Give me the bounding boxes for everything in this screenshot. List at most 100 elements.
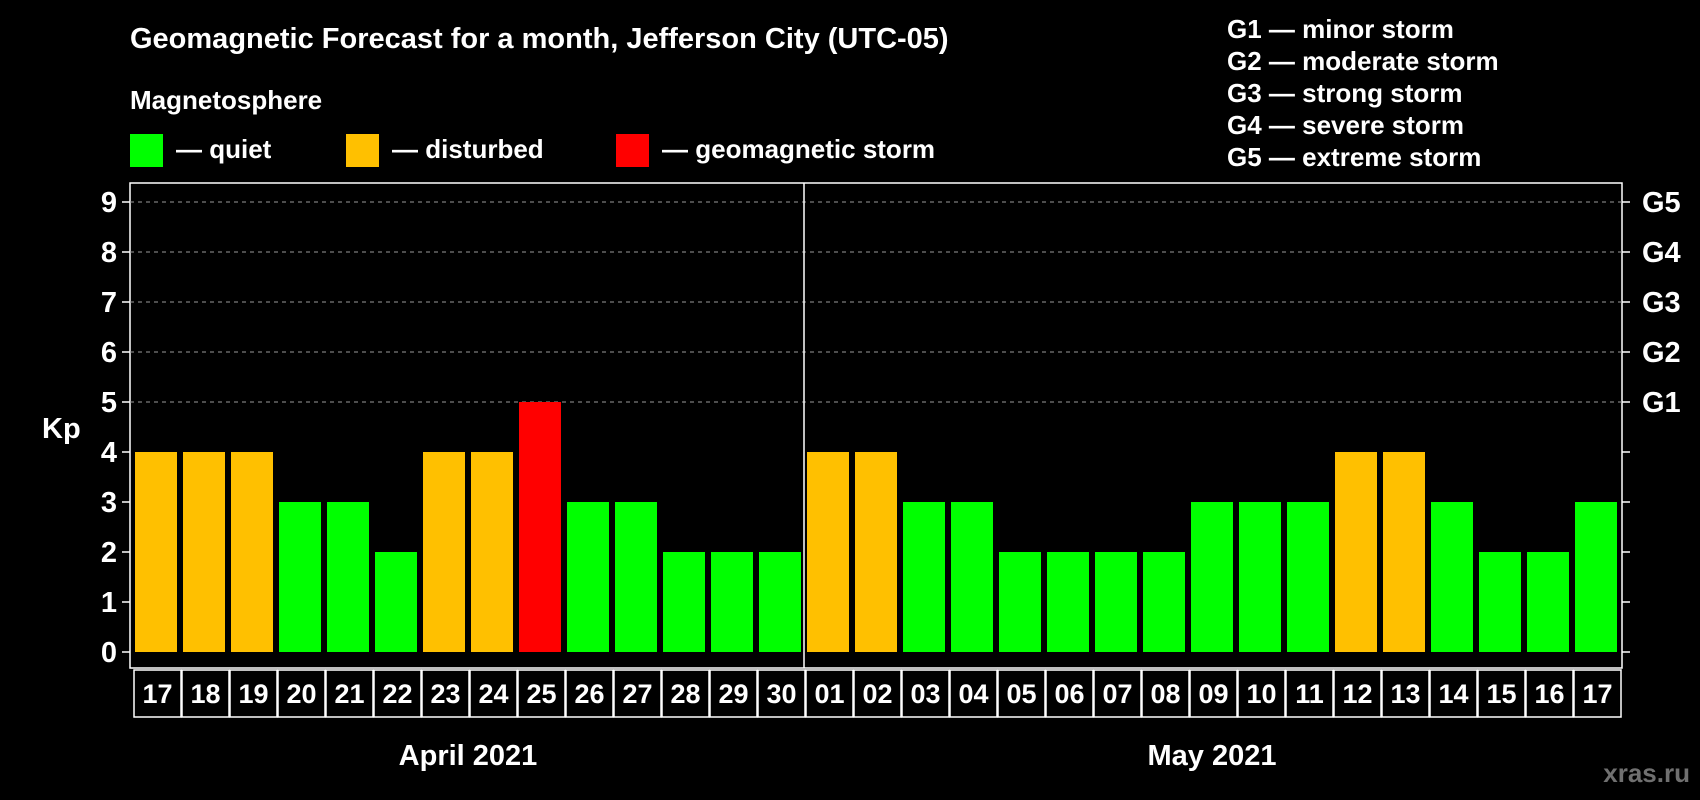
y-axis-right: G1 G2 G3 G4 G5	[1622, 187, 1681, 653]
day-label-9: 26	[574, 679, 604, 709]
watermark: xras.ru	[1603, 758, 1690, 788]
day-label-29: 16	[1534, 679, 1564, 709]
day-cell-20	[1093, 669, 1142, 718]
g-scale-item-g1: G1 — minor storm	[1227, 14, 1454, 44]
legend-label-quiet: — quiet	[176, 134, 272, 164]
day-label-17: 04	[958, 679, 988, 709]
day-label-23: 10	[1246, 679, 1276, 709]
day-label-22: 09	[1198, 679, 1228, 709]
day-label-7: 24	[478, 679, 508, 709]
y-tick-label-2: 2	[101, 537, 117, 569]
day-cell-18	[997, 669, 1046, 718]
day-cell-16	[901, 669, 950, 718]
day-cell-27	[1429, 669, 1478, 718]
day-cell-30	[1573, 669, 1622, 718]
day-cell-12	[709, 669, 758, 718]
right-tick-label-G3: G3	[1642, 287, 1681, 319]
day-label-12: 29	[718, 679, 748, 709]
bar-20	[1095, 552, 1137, 652]
chart-title: Geomagnetic Forecast for a month, Jeffer…	[130, 23, 949, 55]
right-tick-label-G1: G1	[1642, 387, 1681, 419]
y-axis-left: 0 1 2 3 4 5 6 7 8 9	[101, 187, 130, 669]
day-cell-17	[949, 669, 998, 718]
day-cell-19	[1045, 669, 1094, 718]
y-tick-label-3: 3	[101, 487, 117, 519]
bar-24	[1287, 502, 1329, 652]
y-tick-label-7: 7	[101, 287, 117, 319]
g-scale-legend: G1 — minor storm G2 — moderate storm G3 …	[1227, 14, 1499, 172]
x-axis-months: April 2021 May 2021	[399, 740, 1277, 772]
day-cell-21	[1141, 669, 1190, 718]
bar-10	[615, 502, 657, 652]
day-cell-0	[133, 669, 182, 718]
day-cell-22	[1189, 669, 1238, 718]
g-scale-item-g3: G3 — strong storm	[1227, 78, 1462, 108]
day-cell-11	[661, 669, 710, 718]
day-label-20: 07	[1102, 679, 1132, 709]
bar-22	[1191, 502, 1233, 652]
bar-23	[1239, 502, 1281, 652]
bar-21	[1143, 552, 1185, 652]
day-cell-26	[1381, 669, 1430, 718]
day-label-6: 23	[430, 679, 460, 709]
day-cell-23	[1237, 669, 1286, 718]
day-label-28: 15	[1486, 679, 1516, 709]
legend-label-storm: — geomagnetic storm	[662, 134, 935, 164]
bar-3	[279, 502, 321, 652]
bar-13	[759, 552, 801, 652]
bar-2	[231, 452, 273, 652]
y-tick-label-8: 8	[101, 237, 117, 269]
day-cell-4	[325, 669, 374, 718]
day-cell-3	[277, 669, 326, 718]
right-tick-label-G2: G2	[1642, 337, 1681, 369]
bar-6	[423, 452, 465, 652]
day-cell-13	[757, 669, 806, 718]
month-label-1: May 2021	[1148, 740, 1277, 772]
day-cell-24	[1285, 669, 1334, 718]
day-label-10: 27	[622, 679, 652, 709]
bar-28	[1479, 552, 1521, 652]
bar-16	[903, 502, 945, 652]
right-tick-label-G5: G5	[1642, 187, 1681, 219]
day-label-30: 17	[1582, 679, 1612, 709]
day-cell-9	[565, 669, 614, 718]
day-cell-15	[853, 669, 902, 718]
bar-17	[951, 502, 993, 652]
day-cell-29	[1525, 669, 1574, 718]
g-scale-item-g2: G2 — moderate storm	[1227, 46, 1499, 76]
day-label-16: 03	[910, 679, 940, 709]
y-tick-label-6: 6	[101, 337, 117, 369]
day-label-4: 21	[334, 679, 364, 709]
day-cell-14	[805, 669, 854, 718]
bar-14	[807, 452, 849, 652]
bar-4	[327, 502, 369, 652]
bar-5	[375, 552, 417, 652]
day-label-8: 25	[526, 679, 556, 709]
day-label-0: 17	[142, 679, 172, 709]
bar-19	[1047, 552, 1089, 652]
day-label-15: 02	[862, 679, 892, 709]
day-label-26: 13	[1390, 679, 1420, 709]
day-cell-8	[517, 669, 566, 718]
day-label-18: 05	[1006, 679, 1036, 709]
bar-8	[519, 402, 561, 652]
day-label-19: 06	[1054, 679, 1084, 709]
day-cell-25	[1333, 669, 1382, 718]
day-label-11: 28	[670, 679, 700, 709]
day-label-3: 20	[286, 679, 316, 709]
bar-18	[999, 552, 1041, 652]
bars	[135, 402, 1617, 652]
day-label-27: 14	[1438, 679, 1468, 709]
bar-12	[711, 552, 753, 652]
legend-swatch-disturbed	[346, 134, 379, 167]
month-label-0: April 2021	[399, 740, 538, 772]
bar-27	[1431, 502, 1473, 652]
y-tick-label-0: 0	[101, 637, 117, 669]
day-cell-10	[613, 669, 662, 718]
bar-25	[1335, 452, 1377, 652]
bar-30	[1575, 502, 1617, 652]
legend-swatch-storm	[616, 134, 649, 167]
bar-26	[1383, 452, 1425, 652]
day-label-25: 12	[1342, 679, 1372, 709]
